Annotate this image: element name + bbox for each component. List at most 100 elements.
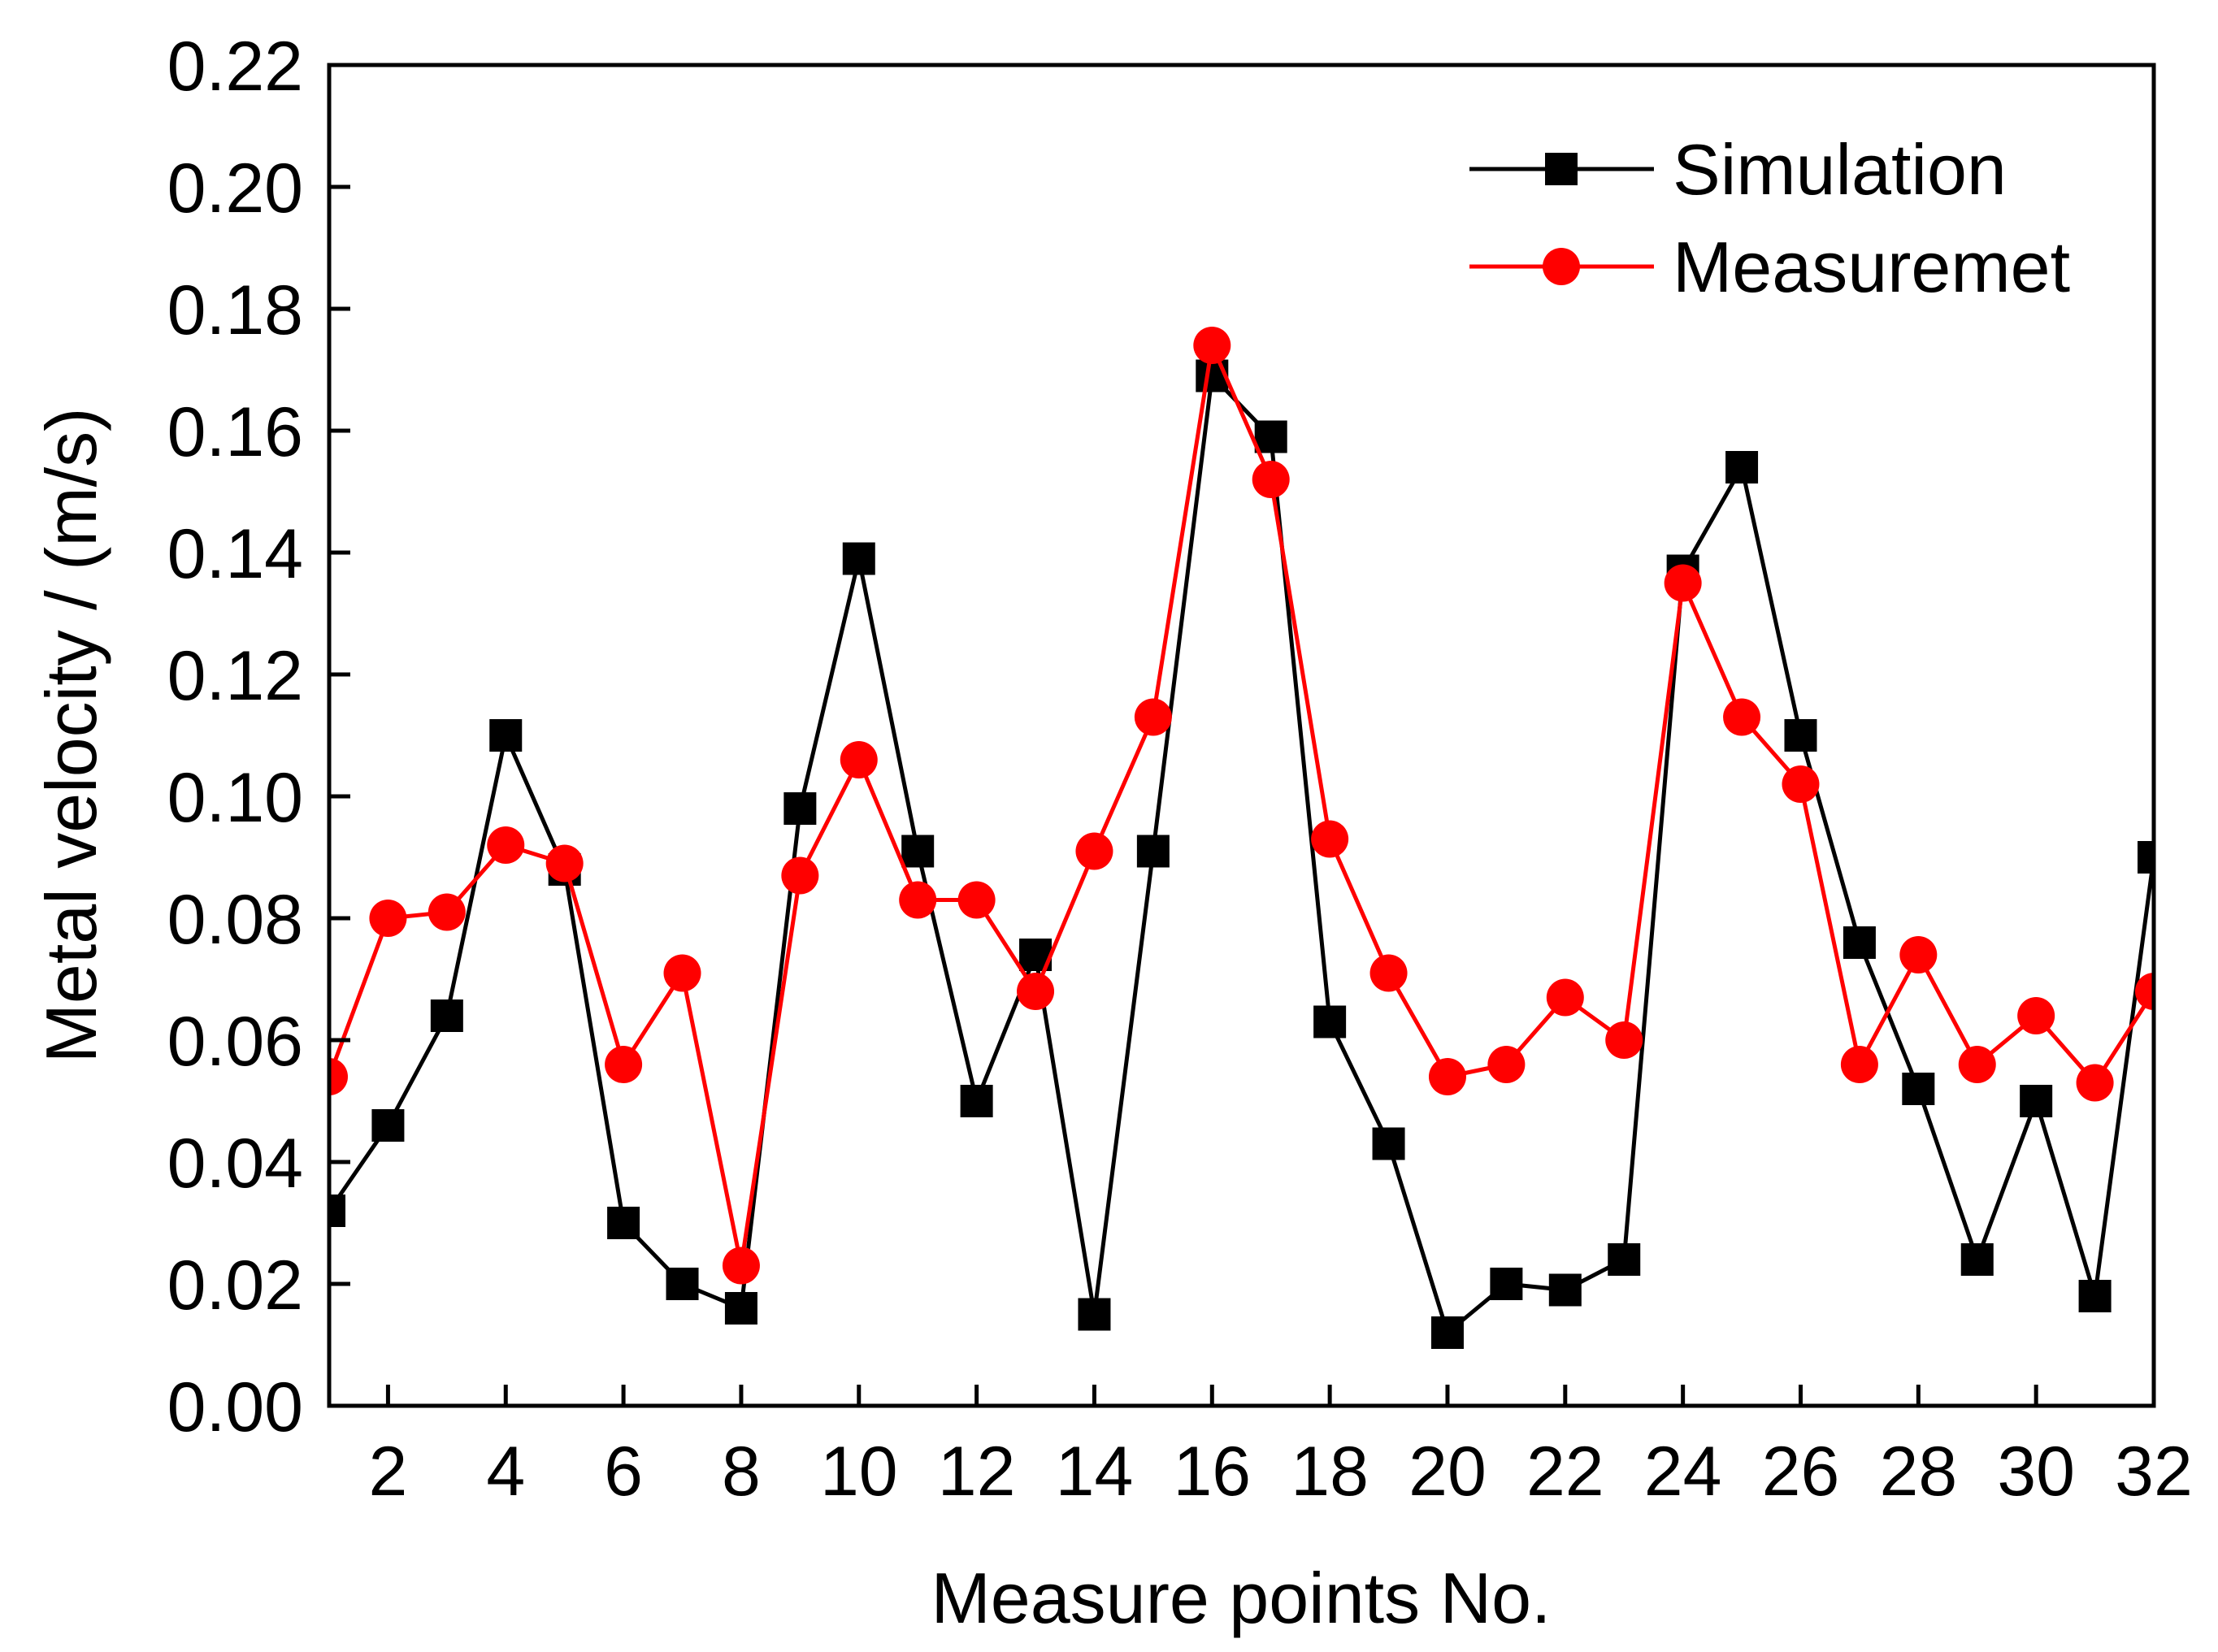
- x-tick-label: 20: [1408, 1433, 1487, 1511]
- data-point-simulation: [1784, 719, 1817, 752]
- data-point-measuremet: [663, 954, 701, 992]
- data-point-measuremet: [1369, 954, 1408, 992]
- data-point-measuremet: [1546, 978, 1584, 1017]
- y-tick-label: 0.04: [167, 1125, 303, 1203]
- data-point-measuremet: [1075, 832, 1113, 870]
- series-measuremet: [329, 327, 2154, 1285]
- data-point-simulation: [2078, 1280, 2112, 1312]
- data-point-simulation: [1254, 420, 1287, 453]
- data-point-measuremet: [545, 844, 584, 882]
- data-point-measuremet: [840, 741, 878, 778]
- data-point-simulation: [1608, 1243, 1641, 1276]
- legend-item-simulation: Simulation: [1469, 129, 2007, 210]
- data-point-measuremet: [957, 881, 996, 919]
- data-point-measuremet: [1664, 564, 1702, 602]
- data-point-measuremet: [1605, 1021, 1643, 1059]
- data-point-simulation: [1372, 1127, 1405, 1160]
- data-point-simulation: [1430, 1316, 1464, 1349]
- x-tick-label: 26: [1762, 1433, 1840, 1511]
- data-point-measuremet: [428, 893, 466, 931]
- data-point-measuremet: [1782, 765, 1820, 803]
- x-tick-label: 4: [486, 1433, 525, 1511]
- y-axis: 0.00 0.02 0.04 0.06 0.08 0.10 0.12 0.14 0.16 0.18…: [167, 28, 350, 1446]
- data-point-measuremet: [1840, 1046, 1878, 1083]
- data-point-measuremet: [1958, 1046, 1996, 1083]
- legend-label-measuremet: Measuremet: [1673, 227, 2070, 307]
- x-axis: 2 4 6 8 10 12 14 16 18 20 22 24 26 28 30 32: [368, 1385, 2193, 1511]
- data-point-simulation: [1490, 1268, 1523, 1300]
- x-tick-label: 30: [1997, 1433, 2075, 1511]
- x-tick-label: 16: [1173, 1433, 1251, 1511]
- data-point-simulation: [607, 1207, 640, 1239]
- data-point-simulation: [960, 1085, 993, 1117]
- data-point-measuremet: [1311, 820, 1349, 858]
- data-point-measuremet: [1252, 461, 1290, 498]
- data-point-simulation: [329, 1195, 345, 1227]
- x-tick-label: 6: [604, 1433, 643, 1511]
- x-tick-label: 18: [1291, 1433, 1369, 1511]
- data-point-measuremet: [2017, 997, 2055, 1034]
- legend-marker-simulation: [1545, 153, 1578, 185]
- data-point-simulation: [1902, 1073, 1935, 1105]
- data-point-measuremet: [1428, 1058, 1466, 1095]
- data-point-measuremet: [1193, 327, 1231, 364]
- x-tick-label: 8: [722, 1433, 761, 1511]
- data-point-measuremet: [605, 1046, 643, 1083]
- x-tick-label: 10: [820, 1433, 898, 1511]
- y-tick-label: 0.20: [167, 150, 303, 228]
- data-point-simulation: [489, 719, 523, 752]
- data-point-measuremet: [781, 856, 819, 895]
- y-tick-label: 0.22: [167, 28, 303, 106]
- data-point-measuremet: [2076, 1064, 2114, 1102]
- y-tick-label: 0.12: [167, 637, 303, 715]
- data-point-simulation: [1136, 835, 1170, 868]
- data-point-simulation: [842, 542, 875, 575]
- y-tick-label: 0.08: [167, 881, 303, 959]
- series-layer: [329, 327, 2154, 1349]
- legend-item-measuremet: Measuremet: [1469, 227, 2070, 307]
- x-axis-title: Measure points No.: [931, 1558, 1551, 1638]
- data-point-measuremet: [1017, 973, 1055, 1010]
- y-tick-label: 0.10: [167, 759, 303, 837]
- data-point-measuremet: [329, 1058, 348, 1095]
- data-point-simulation: [430, 999, 463, 1032]
- data-point-simulation: [901, 835, 935, 868]
- data-point-measuremet: [722, 1247, 760, 1285]
- data-point-simulation: [1960, 1243, 1994, 1276]
- data-point-measuremet: [1723, 698, 1761, 736]
- data-point-measuremet: [487, 826, 525, 864]
- y-axis-title: Metal velocity / (m/s): [31, 408, 111, 1064]
- legend-label-simulation: Simulation: [1673, 129, 2007, 210]
- data-point-measuremet: [1899, 936, 1938, 973]
- x-tick-label: 32: [2115, 1433, 2193, 1511]
- legend-marker-measuremet: [1543, 248, 1580, 285]
- data-point-simulation: [371, 1109, 405, 1142]
- y-tick-label: 0.14: [167, 515, 303, 593]
- data-point-simulation: [1725, 451, 1759, 483]
- data-point-simulation: [1078, 1298, 1111, 1331]
- data-point-simulation: [2020, 1085, 2053, 1117]
- data-point-simulation: [783, 792, 817, 825]
- x-tick-label: 22: [1526, 1433, 1604, 1511]
- x-tick-label: 28: [1879, 1433, 1957, 1511]
- data-point-measuremet: [1487, 1046, 1526, 1083]
- data-point-measuremet: [2135, 973, 2154, 1010]
- y-tick-label: 0.06: [167, 1003, 303, 1081]
- legend: Simulation Measuremet: [1469, 129, 2070, 307]
- data-point-simulation: [1313, 1005, 1347, 1038]
- data-point-measuremet: [1134, 698, 1172, 736]
- data-point-simulation: [724, 1292, 757, 1325]
- data-point-simulation: [666, 1268, 699, 1300]
- x-tick-label: 12: [938, 1433, 1016, 1511]
- data-point-measuremet: [369, 900, 407, 937]
- y-tick-label: 0.02: [167, 1247, 303, 1325]
- plot-frame: [327, 63, 2156, 1408]
- x-tick-label: 14: [1056, 1433, 1134, 1511]
- data-point-measuremet: [899, 881, 937, 919]
- data-point-simulation: [2138, 841, 2154, 874]
- x-tick-label: 24: [1644, 1433, 1722, 1511]
- y-tick-label: 0.18: [167, 271, 303, 349]
- x-tick-label: 2: [368, 1433, 407, 1511]
